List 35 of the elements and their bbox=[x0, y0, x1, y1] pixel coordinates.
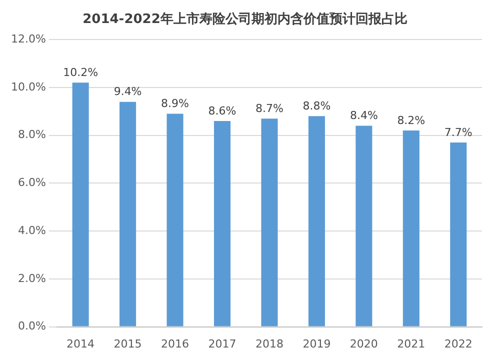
data-label: 10.2% bbox=[63, 66, 98, 80]
bar bbox=[356, 126, 372, 326]
chart-title: 2014-2022年上市寿险公司期初内含价值预计回报占比 bbox=[82, 11, 408, 28]
bar bbox=[166, 114, 184, 326]
bar bbox=[450, 142, 467, 326]
x-tick-label: 2014 bbox=[66, 337, 95, 350]
data-label: 8.6% bbox=[208, 104, 236, 118]
data-label: 8.9% bbox=[161, 97, 189, 110]
data-label: 8.4% bbox=[350, 109, 378, 122]
y-tick-label: 10.0% bbox=[10, 80, 46, 94]
data-label: 8.8% bbox=[302, 100, 331, 113]
x-tick-label: 2016 bbox=[161, 337, 190, 350]
y-tick-label: 6.0% bbox=[18, 176, 46, 190]
data-label: 9.4% bbox=[114, 85, 142, 98]
x-tick-label: 2022 bbox=[444, 337, 472, 350]
y-tick-label: 0.0% bbox=[18, 320, 46, 333]
x-tick-label: 2018 bbox=[255, 337, 284, 350]
x-tick-label: 2015 bbox=[114, 337, 142, 350]
x-tick-label: 2019 bbox=[302, 337, 331, 350]
bar bbox=[214, 120, 231, 326]
y-tick-label: 4.0% bbox=[18, 224, 46, 237]
x-tick-label: 2020 bbox=[350, 337, 378, 350]
data-label: 8.2% bbox=[397, 114, 426, 127]
bar bbox=[308, 116, 325, 326]
bar bbox=[72, 82, 89, 326]
x-tick-label: 2021 bbox=[397, 337, 426, 350]
data-label: 7.7% bbox=[444, 126, 472, 139]
y-tick-label: 2.0% bbox=[18, 272, 46, 285]
bar bbox=[402, 130, 420, 326]
bar bbox=[261, 118, 278, 326]
data-label: 8.7% bbox=[255, 102, 284, 115]
x-tick-label: 2017 bbox=[208, 337, 236, 350]
y-tick-label: 12.0% bbox=[10, 32, 46, 46]
bar bbox=[120, 102, 136, 326]
y-tick-label: 8.0% bbox=[18, 128, 46, 142]
